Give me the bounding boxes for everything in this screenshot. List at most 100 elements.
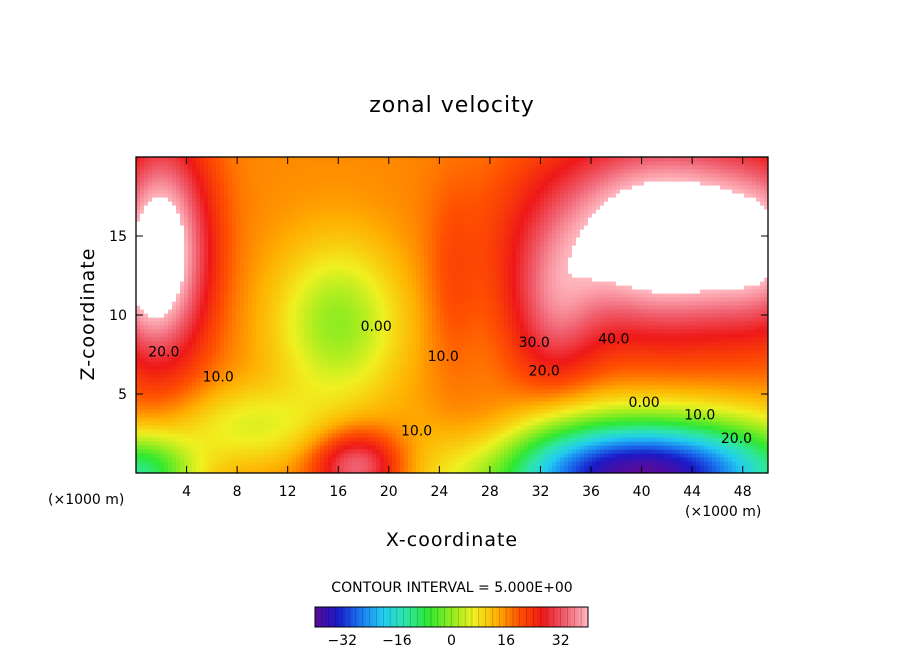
- field-cell: [696, 437, 701, 442]
- field-cell: [680, 361, 685, 366]
- field-cell: [264, 393, 269, 398]
- field-cell: [344, 461, 349, 466]
- field-cell: [284, 429, 289, 434]
- field-cell: [376, 401, 381, 406]
- field-cell: [584, 465, 589, 470]
- field-cell: [260, 365, 265, 370]
- field-cell: [760, 425, 765, 430]
- field-cell: [668, 469, 673, 473]
- field-cell: [172, 453, 177, 458]
- field-cell: [436, 365, 441, 370]
- field-cell: [584, 457, 589, 462]
- field-cell: [524, 445, 529, 450]
- field-cell: [720, 397, 725, 402]
- field-cell: [484, 385, 489, 390]
- field-cell: [608, 465, 613, 470]
- field-cell: [428, 413, 433, 418]
- field-cell: [316, 449, 321, 454]
- field-cell: [284, 365, 289, 370]
- field-cell: [432, 457, 437, 462]
- field-cell: [480, 429, 485, 434]
- field-cell: [592, 397, 597, 402]
- field-cell: [376, 345, 381, 350]
- field-cell: [184, 361, 189, 366]
- field-cell: [180, 425, 185, 430]
- field-cell: [456, 357, 461, 362]
- field-cell: [608, 357, 613, 362]
- field-cell: [664, 389, 669, 394]
- field-cell: [264, 369, 269, 374]
- field-cell: [500, 397, 505, 402]
- field-cell: [280, 413, 285, 418]
- field-cell: [600, 469, 605, 473]
- field-cell: [268, 429, 273, 434]
- field-cell: [544, 405, 549, 410]
- field-cell: [252, 409, 257, 414]
- field-cell: [160, 357, 165, 362]
- field-cell: [688, 393, 693, 398]
- field-cell: [712, 453, 717, 458]
- field-cell: [372, 345, 377, 350]
- field-cell: [576, 373, 581, 378]
- field-cell: [700, 465, 705, 470]
- field-cell: [688, 437, 693, 442]
- field-cell: [724, 465, 729, 470]
- field-cell: [420, 461, 425, 466]
- field-cell: [460, 449, 465, 454]
- field-cell: [556, 369, 561, 374]
- field-cell: [496, 385, 501, 390]
- field-cell: [636, 425, 641, 430]
- field-cell: [588, 381, 593, 386]
- field-cell: [500, 345, 505, 350]
- field-cell: [504, 369, 509, 374]
- field-cell: [652, 373, 657, 378]
- field-cell: [364, 461, 369, 466]
- field-cell: [200, 445, 205, 450]
- field-cell: [708, 365, 713, 370]
- field-cell: [516, 433, 521, 438]
- field-cell: [736, 385, 741, 390]
- field-cell: [152, 425, 157, 430]
- field-cell: [220, 373, 225, 378]
- field-cell: [236, 453, 241, 458]
- field-cell: [552, 385, 557, 390]
- field-cell: [456, 433, 461, 438]
- field-cell: [700, 457, 705, 462]
- field-cell: [732, 457, 737, 462]
- field-cell: [756, 361, 761, 366]
- field-cell: [164, 397, 169, 402]
- field-cell: [468, 361, 473, 366]
- field-cell: [340, 385, 345, 390]
- field-cell: [460, 469, 465, 473]
- field-cell: [684, 417, 689, 422]
- field-cell: [704, 369, 709, 374]
- field-cell: [520, 389, 525, 394]
- field-cell: [760, 445, 765, 450]
- field-cell: [400, 441, 405, 446]
- field-cell: [408, 413, 413, 418]
- field-cell: [412, 429, 417, 434]
- field-cell: [572, 361, 577, 366]
- field-cell: [496, 397, 501, 402]
- field-cell: [180, 413, 185, 418]
- field-cell: [320, 385, 325, 390]
- field-cell: [216, 369, 221, 374]
- field-cell: [436, 421, 441, 426]
- field-cell: [528, 385, 533, 390]
- field-cell: [316, 377, 321, 382]
- field-cell: [592, 405, 597, 410]
- field-cell: [760, 353, 765, 358]
- field-cell: [192, 441, 197, 446]
- field-cell: [304, 405, 309, 410]
- field-cell: [316, 445, 321, 450]
- field-cell: [744, 401, 749, 406]
- field-cell: [412, 465, 417, 470]
- field-cell: [616, 377, 621, 382]
- field-cell: [408, 389, 413, 394]
- field-cell: [388, 397, 393, 402]
- field-cell: [168, 377, 173, 382]
- field-cell: [616, 461, 621, 466]
- field-cell: [496, 365, 501, 370]
- field-cell: [228, 429, 233, 434]
- field-cell: [700, 405, 705, 410]
